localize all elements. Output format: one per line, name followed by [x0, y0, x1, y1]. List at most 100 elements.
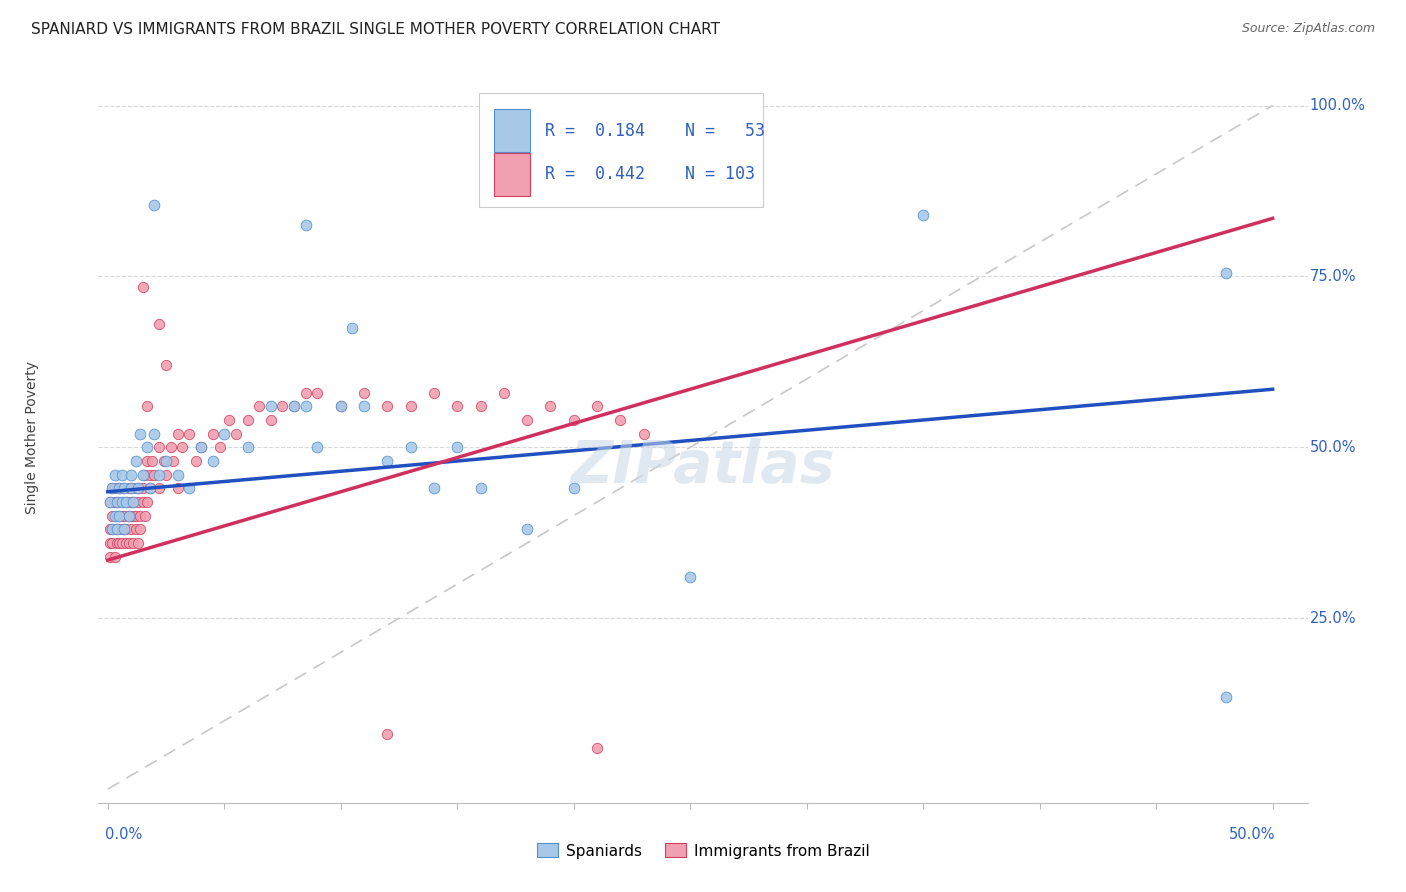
- Point: [141, 454, 163, 468]
- Text: R =  0.442    N = 103: R = 0.442 N = 103: [544, 166, 755, 184]
- Point: [470, 481, 492, 495]
- Point: [125, 508, 148, 523]
- Point: [112, 481, 135, 495]
- Point: [247, 400, 270, 414]
- Point: [120, 481, 142, 495]
- Point: [329, 400, 352, 414]
- Point: [225, 426, 247, 441]
- Point: [111, 536, 134, 550]
- Point: [148, 440, 170, 454]
- Text: SPANIARD VS IMMIGRANTS FROM BRAZIL SINGLE MOTHER POVERTY CORRELATION CHART: SPANIARD VS IMMIGRANTS FROM BRAZIL SINGL…: [31, 22, 720, 37]
- Point: [143, 197, 166, 211]
- Point: [375, 400, 398, 414]
- Text: R =  0.184    N =   53: R = 0.184 N = 53: [544, 121, 765, 140]
- Point: [236, 440, 259, 454]
- Text: 75.0%: 75.0%: [1310, 268, 1357, 284]
- Point: [112, 522, 135, 536]
- Point: [115, 495, 138, 509]
- Point: [912, 208, 935, 222]
- Point: [136, 495, 159, 509]
- Point: [122, 495, 145, 509]
- Point: [375, 727, 398, 741]
- Point: [179, 426, 201, 441]
- Point: [129, 508, 152, 523]
- Point: [104, 549, 127, 564]
- Point: [127, 536, 149, 550]
- Point: [516, 413, 538, 427]
- Point: [342, 320, 364, 334]
- Point: [307, 440, 329, 454]
- Point: [423, 481, 446, 495]
- Point: [104, 495, 127, 509]
- Point: [98, 536, 121, 550]
- Text: 100.0%: 100.0%: [1310, 98, 1365, 113]
- Point: [131, 481, 153, 495]
- Point: [329, 400, 352, 414]
- Point: [120, 467, 142, 482]
- Point: [111, 508, 134, 523]
- Point: [353, 385, 375, 400]
- Point: [105, 508, 128, 523]
- Point: [609, 413, 631, 427]
- Point: [1215, 690, 1237, 704]
- Point: [111, 481, 134, 495]
- Point: [120, 495, 142, 509]
- Point: [98, 522, 121, 536]
- Point: [470, 400, 492, 414]
- Point: [208, 440, 231, 454]
- Point: [162, 454, 184, 468]
- Point: [190, 440, 212, 454]
- Point: [101, 522, 124, 536]
- Point: [172, 440, 194, 454]
- Text: 25.0%: 25.0%: [1310, 611, 1357, 625]
- Point: [134, 508, 156, 523]
- Point: [108, 508, 131, 523]
- Point: [104, 481, 127, 495]
- Point: [122, 536, 145, 550]
- Point: [166, 467, 188, 482]
- Point: [353, 400, 375, 414]
- Bar: [494, 110, 530, 152]
- Point: [111, 467, 134, 482]
- Point: [538, 400, 561, 414]
- Point: [105, 536, 128, 550]
- Point: [120, 522, 142, 536]
- Point: [562, 413, 585, 427]
- Point: [143, 426, 166, 441]
- Point: [105, 495, 128, 509]
- Point: [218, 413, 240, 427]
- Point: [111, 495, 134, 509]
- Point: [127, 481, 149, 495]
- Point: [112, 522, 135, 536]
- Point: [108, 481, 131, 495]
- Point: [129, 522, 152, 536]
- Point: [125, 481, 148, 495]
- Point: [148, 481, 170, 495]
- Point: [260, 413, 283, 427]
- Point: [399, 400, 422, 414]
- Point: [127, 481, 149, 495]
- Point: [148, 467, 170, 482]
- Point: [138, 481, 160, 495]
- Point: [127, 495, 149, 509]
- Point: [118, 536, 141, 550]
- Point: [136, 400, 159, 414]
- Point: [586, 741, 609, 756]
- Point: [586, 400, 609, 414]
- Point: [375, 454, 398, 468]
- Point: [155, 454, 177, 468]
- Point: [446, 440, 468, 454]
- Point: [112, 508, 135, 523]
- Point: [115, 522, 138, 536]
- Point: [212, 426, 235, 441]
- Point: [136, 440, 159, 454]
- Point: [131, 467, 153, 482]
- Point: [120, 481, 142, 495]
- Point: [562, 481, 585, 495]
- Point: [108, 508, 131, 523]
- Point: [633, 426, 655, 441]
- Point: [492, 385, 515, 400]
- Point: [201, 454, 224, 468]
- Point: [307, 385, 329, 400]
- Point: [98, 495, 121, 509]
